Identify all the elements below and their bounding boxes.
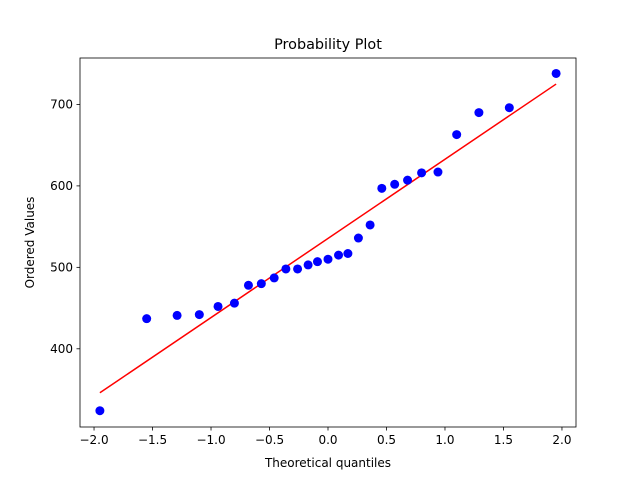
x-tick-label: −2.0 bbox=[79, 433, 108, 447]
data-point bbox=[377, 183, 387, 193]
y-axis-label: Ordered Values bbox=[23, 197, 37, 289]
data-points-layer bbox=[95, 68, 561, 416]
x-tick-label: 2.0 bbox=[552, 433, 571, 447]
x-tick-label: −0.5 bbox=[255, 433, 284, 447]
y-tick-label: 400 bbox=[50, 342, 73, 356]
data-point bbox=[452, 130, 462, 140]
data-point bbox=[504, 103, 514, 113]
data-point bbox=[194, 310, 204, 320]
data-point bbox=[474, 108, 484, 118]
data-point bbox=[417, 168, 427, 178]
data-point bbox=[390, 179, 400, 189]
data-point bbox=[256, 279, 266, 289]
x-tick-label: 0.0 bbox=[318, 433, 337, 447]
data-point bbox=[365, 220, 375, 230]
x-axis-label: Theoretical quantiles bbox=[264, 456, 391, 470]
data-point bbox=[403, 175, 413, 185]
data-point bbox=[551, 68, 561, 78]
fit-line bbox=[99, 83, 557, 394]
x-tick-label: 1.0 bbox=[435, 433, 454, 447]
x-tick-label: 0.5 bbox=[377, 433, 396, 447]
data-point bbox=[343, 248, 353, 258]
data-point bbox=[229, 298, 239, 308]
data-point bbox=[433, 167, 443, 177]
x-axis-ticks: −2.0 −1.5 −1.0 −0.5 0.0 0.5 1.0 1.5 2.0 bbox=[79, 427, 572, 447]
y-tick-label: 500 bbox=[50, 261, 73, 275]
y-tick-label: 600 bbox=[50, 179, 73, 193]
x-tick-label: −1.0 bbox=[196, 433, 225, 447]
data-point bbox=[312, 257, 322, 267]
data-point bbox=[293, 264, 303, 274]
plot-area bbox=[80, 58, 576, 427]
x-tick-label: −1.5 bbox=[138, 433, 167, 447]
data-point bbox=[243, 280, 253, 290]
data-point bbox=[172, 310, 182, 320]
data-point bbox=[213, 301, 223, 311]
data-point bbox=[303, 260, 313, 270]
data-point bbox=[323, 254, 333, 264]
data-point bbox=[281, 264, 291, 274]
data-point bbox=[269, 273, 279, 283]
data-point bbox=[334, 250, 344, 260]
data-point bbox=[353, 233, 363, 243]
y-axis-ticks: 400 500 600 700 bbox=[50, 98, 80, 356]
chart-title: Probability Plot bbox=[274, 37, 382, 53]
data-point bbox=[142, 314, 152, 324]
data-point bbox=[95, 406, 105, 416]
fit-line-layer bbox=[99, 83, 557, 394]
y-tick-label: 700 bbox=[50, 98, 73, 112]
x-tick-label: 1.5 bbox=[494, 433, 513, 447]
